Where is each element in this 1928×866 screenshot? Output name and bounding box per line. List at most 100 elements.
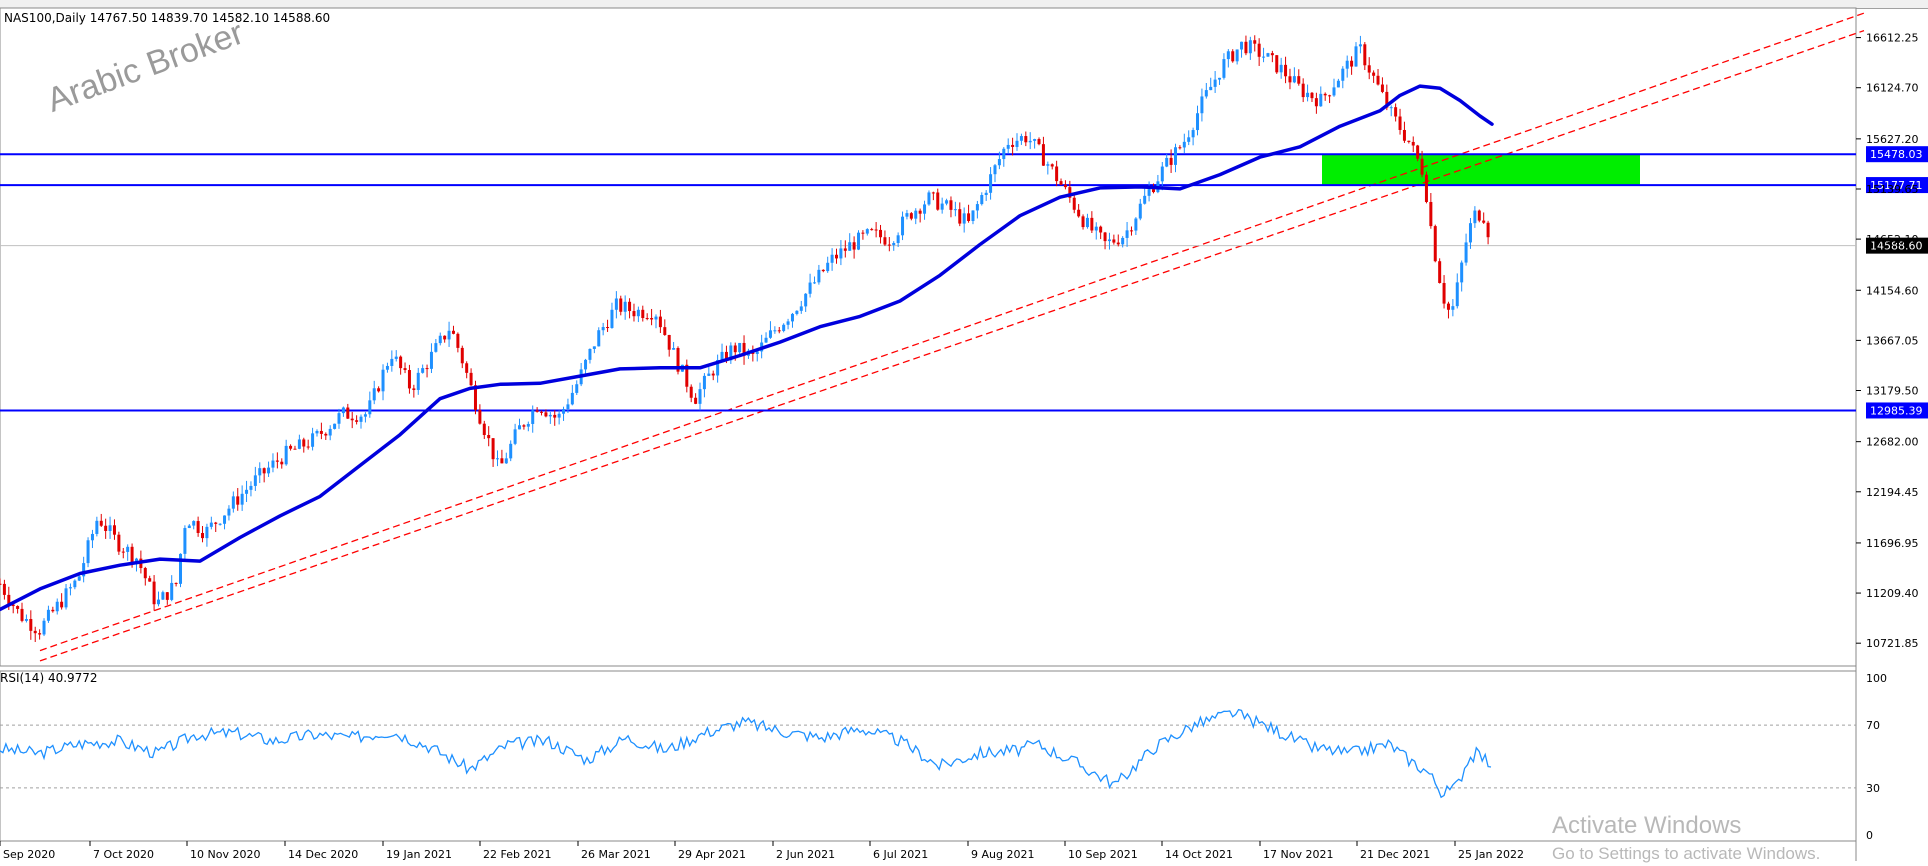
candle-body (60, 601, 64, 608)
candle-body (896, 235, 900, 244)
candle-body (1068, 187, 1072, 198)
y-tick-label: 12194.45 (1866, 486, 1919, 499)
rsi-tick-label: 30 (1866, 782, 1880, 795)
y-tick-label: 12682.00 (1866, 436, 1919, 449)
level-label-1: 15478.03 (1870, 148, 1923, 161)
y-tick-label: 11696.95 (1866, 537, 1919, 550)
level-label-box-1 (1866, 146, 1928, 163)
y-tick-label: 14652.10 (1866, 233, 1919, 246)
candle-body (685, 364, 689, 387)
candle-body (346, 407, 350, 419)
candle-body (1253, 40, 1257, 44)
candle-body (553, 414, 557, 418)
candle-body (808, 282, 812, 294)
trendline-1[interactable] (39, 12, 1865, 652)
candle-body (940, 203, 944, 210)
candle-body (1055, 166, 1059, 182)
candle-body (372, 388, 376, 401)
candle-body (672, 348, 676, 350)
candle-body (359, 416, 363, 422)
candle-body (1438, 261, 1442, 283)
candle-body (333, 423, 337, 429)
candle-body (729, 345, 733, 361)
candle-body (165, 592, 169, 600)
rsi-line (0, 708, 1492, 799)
candle-body (905, 213, 909, 217)
candle-body (319, 430, 323, 434)
candle-body (1231, 51, 1235, 62)
candle-body (1367, 65, 1371, 73)
candle-body (1151, 189, 1155, 193)
candle-body (236, 496, 240, 505)
candle-body (267, 467, 271, 474)
candle-body (931, 192, 935, 194)
candle-body (495, 458, 499, 460)
candle-body (645, 318, 649, 320)
candle-body (562, 409, 566, 414)
candle-body (1081, 216, 1085, 228)
candle-body (399, 356, 403, 369)
candle-body (465, 363, 469, 373)
candle-body (1116, 242, 1120, 245)
candle-body (865, 229, 869, 234)
candle-body (29, 618, 33, 631)
candle-body (861, 232, 865, 234)
rsi-header: RSI(14) 40.9772 (0, 671, 98, 685)
candle-body (443, 335, 447, 340)
x-tick-label: 6 Jul 2021 (873, 848, 928, 861)
candle-body (1473, 210, 1477, 224)
candle-body (1433, 226, 1437, 262)
current-price-box (1866, 237, 1928, 254)
candle-body (804, 293, 808, 307)
candle-body (1235, 49, 1239, 62)
candle-body (249, 485, 253, 490)
candle-body (482, 423, 486, 436)
candle-body (1085, 217, 1089, 228)
candle-body (1209, 86, 1213, 91)
candle-body (192, 521, 196, 526)
level-label-3: 12985.39 (1870, 404, 1923, 417)
activate-windows-subtitle: Go to Settings to activate Windows. (1552, 844, 1821, 863)
candle-body (412, 388, 416, 390)
candle-body (918, 210, 922, 214)
candle-body (355, 420, 359, 422)
candle-body (892, 243, 896, 246)
candle-body (1077, 209, 1081, 217)
candle-body (16, 606, 20, 609)
candle-body (1407, 140, 1411, 142)
candle-body (460, 347, 464, 364)
candle-body (170, 582, 174, 600)
candle-body (790, 313, 794, 322)
candle-body (839, 248, 843, 259)
x-tick-label: 2 Jun 2021 (776, 848, 835, 861)
trendline-2[interactable] (39, 30, 1865, 662)
candle-body (1306, 92, 1310, 98)
candle-body (826, 262, 830, 272)
candle-body (130, 546, 134, 563)
candle-body (1143, 195, 1147, 204)
candle-body (341, 407, 345, 414)
candle-body (1328, 95, 1332, 97)
candle-body (306, 446, 310, 448)
candle-body (689, 386, 693, 398)
candle-body (1204, 90, 1208, 97)
candle-body (473, 385, 477, 410)
candle-body (271, 460, 275, 468)
candle-body (447, 330, 451, 340)
candle-body (1240, 41, 1244, 50)
x-tick-label: 14 Oct 2021 (1165, 848, 1233, 861)
candle-body (817, 269, 821, 283)
candle-body (1191, 130, 1195, 138)
candle-body (284, 445, 288, 465)
candle-body (548, 414, 552, 417)
candle-body (1284, 64, 1288, 77)
candle-body (1015, 140, 1019, 147)
candle-body (1165, 157, 1169, 167)
candle-body (126, 546, 130, 552)
candle-body (1121, 237, 1125, 245)
candle-body (218, 523, 222, 525)
candle-body (592, 346, 596, 349)
candle-body (262, 468, 266, 474)
